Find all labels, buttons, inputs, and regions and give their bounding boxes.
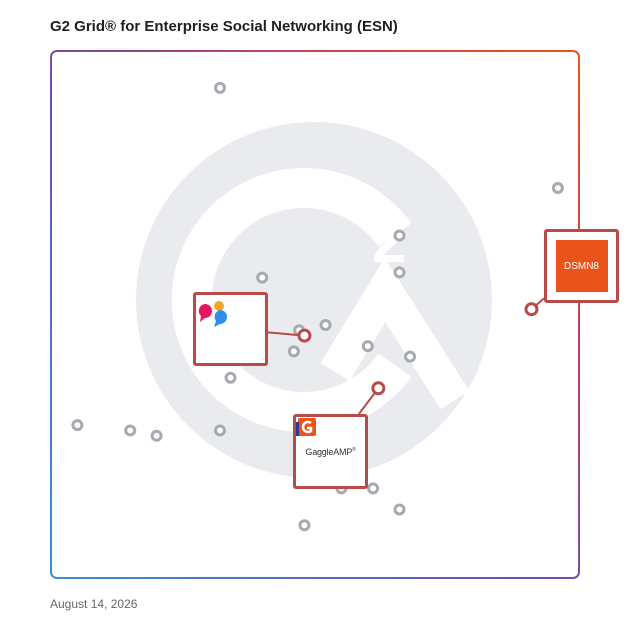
product-tile-unnamed[interactable] xyxy=(193,292,268,366)
product-dot-7[interactable] xyxy=(319,319,332,332)
product-dot-3[interactable] xyxy=(393,229,406,242)
product-dot-5[interactable] xyxy=(256,271,269,284)
chart-title: G2 Grid® for Enterprise Social Networkin… xyxy=(50,18,398,35)
product-dot-2[interactable] xyxy=(551,182,564,195)
product-dot-14[interactable] xyxy=(150,429,163,442)
product-dot-12[interactable] xyxy=(71,419,84,432)
product-tile-gaggleamp[interactable]: GaggleAMP® xyxy=(293,414,368,489)
g2-watermark-logo: 2 xyxy=(136,122,492,478)
product-dot-17[interactable] xyxy=(367,482,380,495)
report-date: August 14, 2026 xyxy=(50,597,138,611)
product-dot-4[interactable] xyxy=(393,266,406,279)
product-dot-10[interactable] xyxy=(287,345,300,358)
dsmn8-logo-text: DSMN8 xyxy=(563,260,599,272)
gaggleamp-logo-icon xyxy=(296,418,316,436)
highlighted-dot-unnamed[interactable] xyxy=(297,328,312,343)
dsmn8-logo: DSMN8 xyxy=(555,240,608,292)
product-dot-19[interactable] xyxy=(298,519,311,532)
product-dot-1[interactable] xyxy=(213,81,226,94)
product-dot-11[interactable] xyxy=(224,371,237,384)
svg-text:2: 2 xyxy=(372,207,406,276)
product-dot-18[interactable] xyxy=(393,503,406,516)
product-dot-15[interactable] xyxy=(213,424,226,437)
product-tile-dsmn8[interactable]: DSMN8 xyxy=(544,229,619,303)
chat-bubbles-logo xyxy=(198,301,227,327)
product-dot-8[interactable] xyxy=(361,340,374,353)
product-dot-9[interactable] xyxy=(404,350,417,363)
product-dot-13[interactable] xyxy=(124,424,137,437)
highlighted-dot-dsmn8[interactable] xyxy=(524,302,539,317)
gaggleamp-logo-text: GaggleAMP® xyxy=(305,446,356,457)
highlighted-dot-gaggleamp[interactable] xyxy=(371,381,386,396)
